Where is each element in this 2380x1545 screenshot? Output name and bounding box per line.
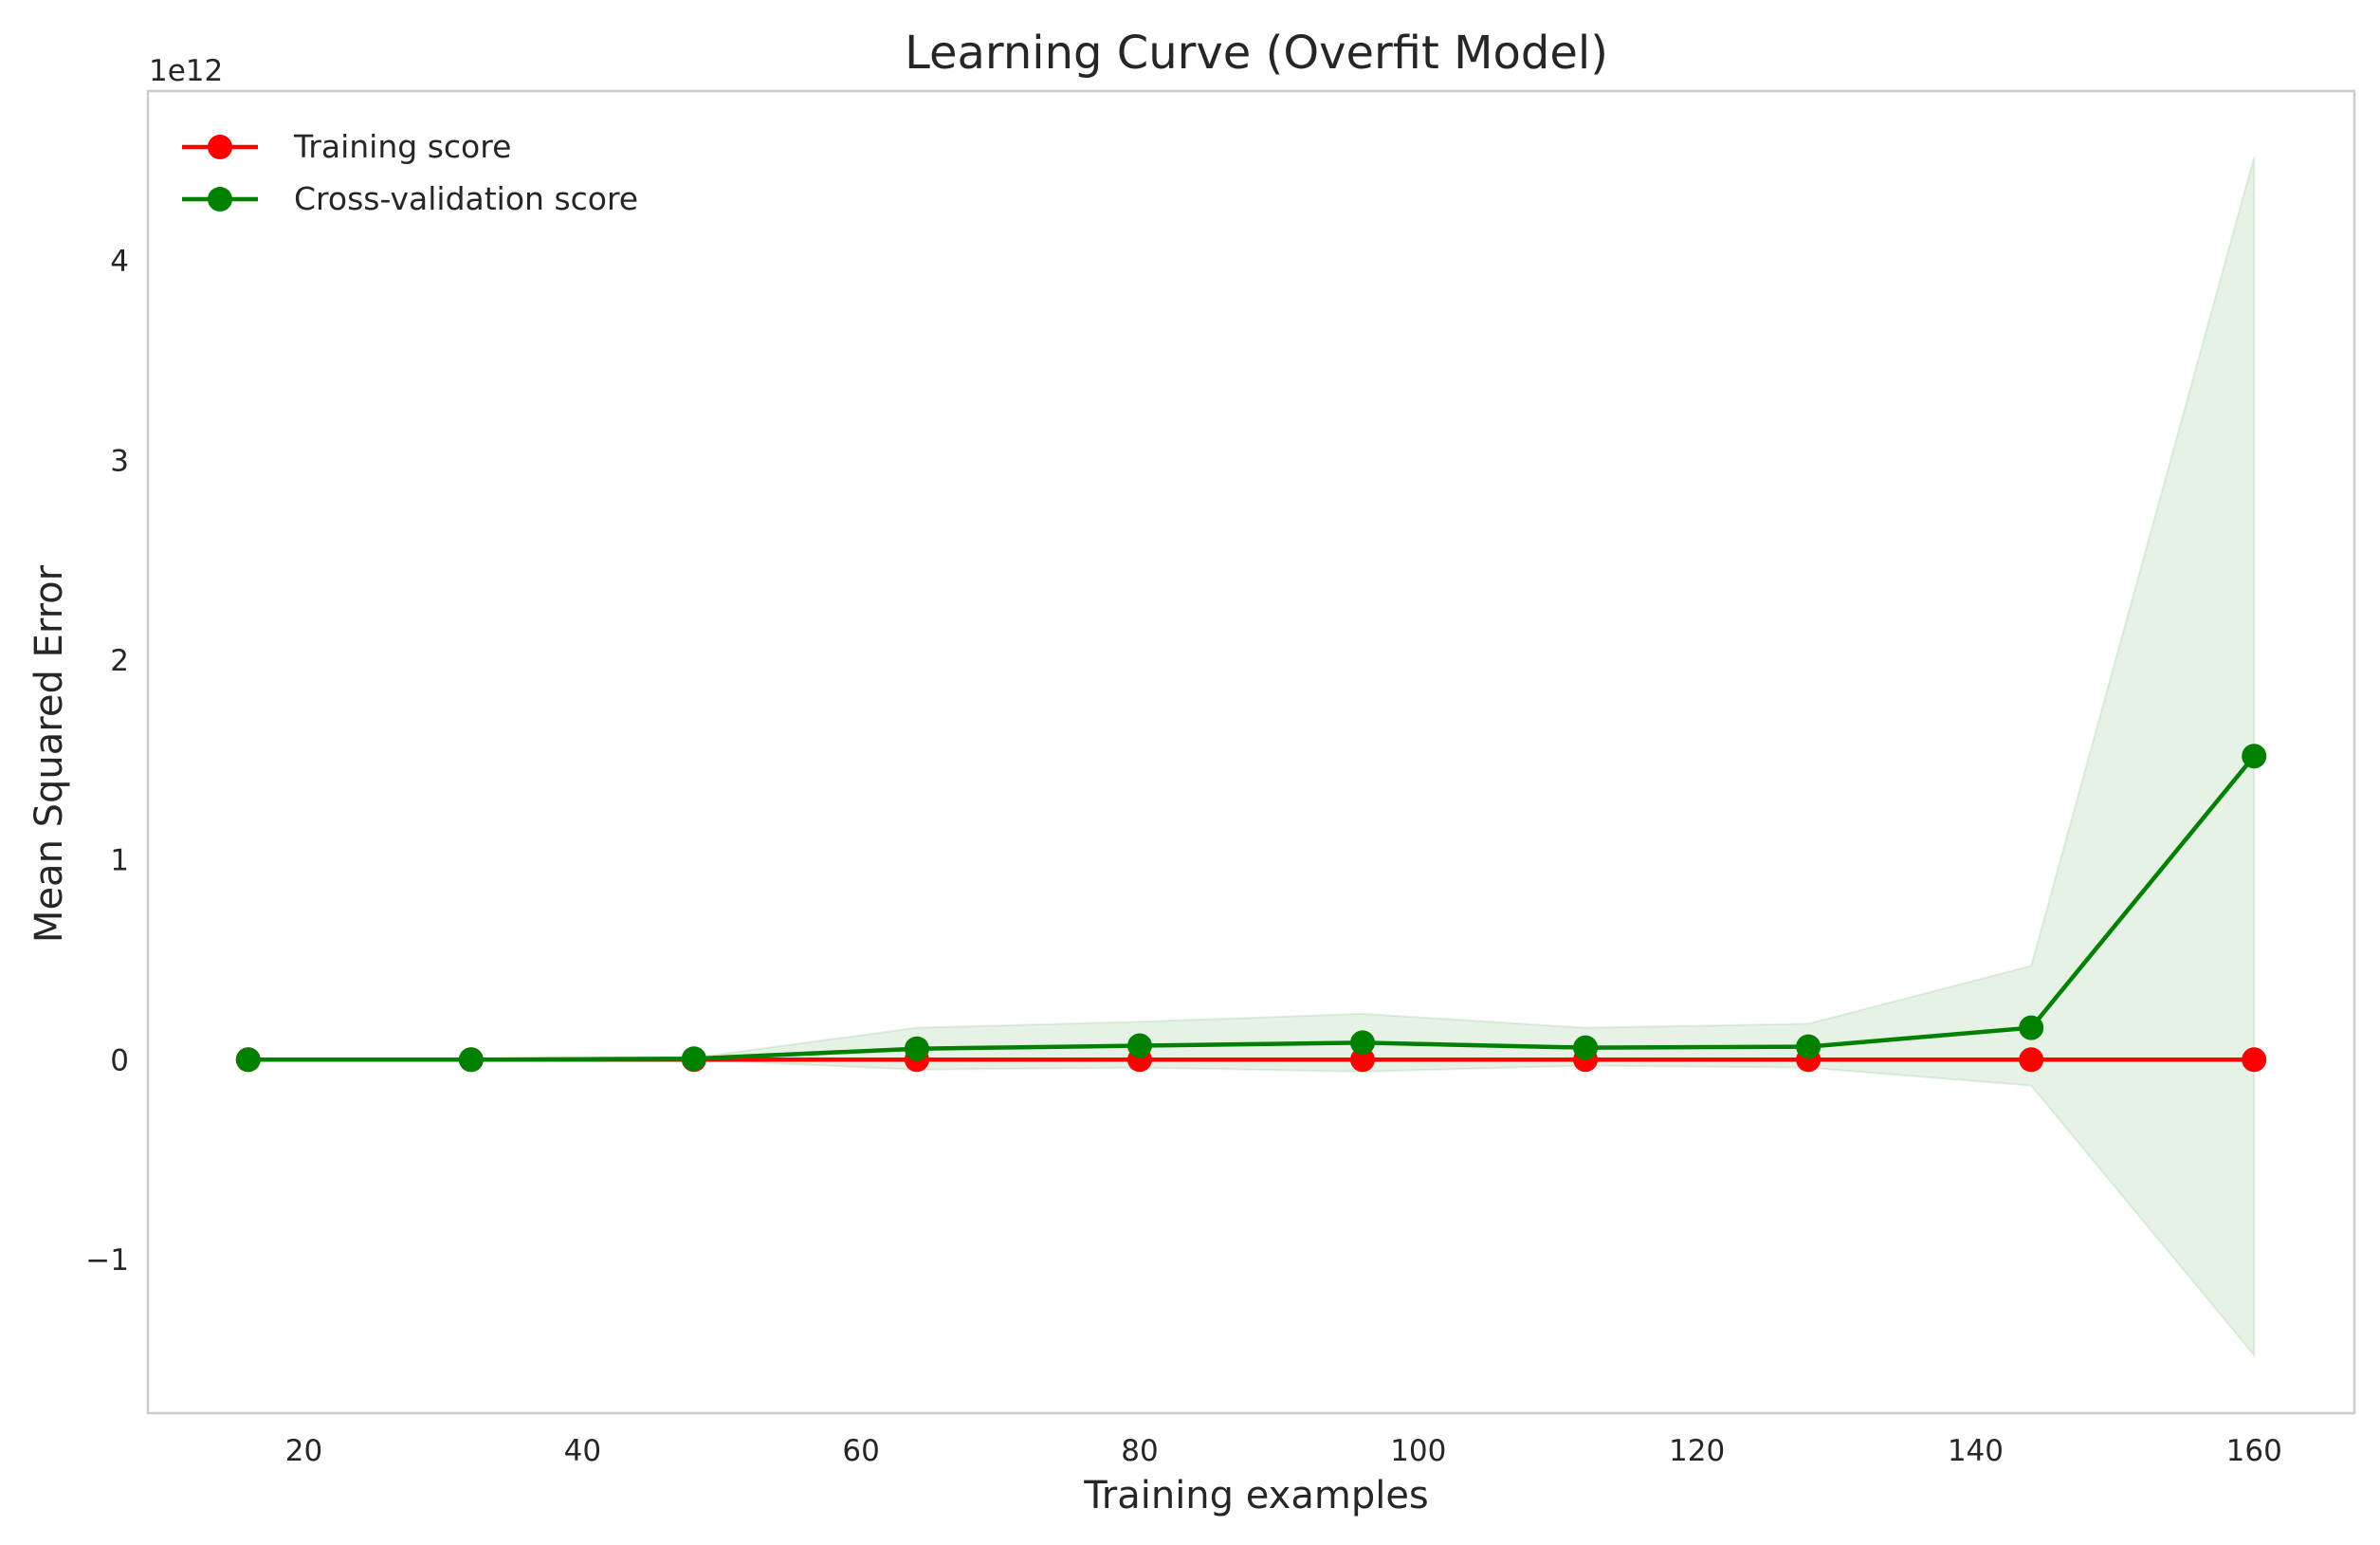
- legend: Training score Cross-validation score: [182, 128, 638, 217]
- x-tick-label: 60: [842, 1434, 879, 1468]
- data-point-series-1: [1350, 1030, 1376, 1056]
- data-point-series-0: [2019, 1047, 2044, 1073]
- legend-marker-0: [208, 135, 232, 159]
- legend-label-1: Cross-validation score: [294, 180, 638, 217]
- series-line-1: [247, 754, 2256, 1062]
- x-tick-label: 140: [1948, 1434, 2004, 1468]
- legend-label-0: Training score: [293, 128, 511, 165]
- legend-marker-1: [208, 187, 232, 212]
- x-axis-label: Training examples: [1083, 1474, 1429, 1517]
- data-point-series-1: [2019, 1015, 2044, 1040]
- confidence-band-series-1: [247, 156, 2256, 1358]
- x-tick-label: 120: [1669, 1434, 1725, 1468]
- x-tick-label: 80: [1121, 1434, 1158, 1468]
- x-tick-label: 100: [1390, 1434, 1446, 1468]
- x-tick-label: 40: [564, 1434, 601, 1468]
- y-tick-label: −1: [85, 1243, 129, 1278]
- y-tick-label: 1: [110, 844, 129, 878]
- y-tick-label: 2: [110, 644, 129, 678]
- data-point-series-1: [2242, 744, 2267, 769]
- data-point-series-1: [1796, 1034, 1822, 1059]
- y-tick-label: 4: [110, 245, 129, 279]
- y-axis-offset-label: 1e12: [149, 54, 223, 88]
- y-axis-label: Mean Squared Error: [27, 564, 71, 943]
- chart-title: Learning Curve (Overfit Model): [905, 27, 1608, 80]
- y-tick-label: 0: [110, 1043, 129, 1077]
- x-tick-label: 160: [2226, 1434, 2282, 1468]
- plot-area: 20 40 60 80 100 120 140 160 −1 0 1 2 3 4: [85, 89, 2356, 1468]
- data-point-series-1: [904, 1036, 929, 1061]
- data-point-series-1: [458, 1047, 484, 1073]
- data-point-series-1: [1573, 1035, 1599, 1060]
- x-tick-label: 20: [285, 1434, 322, 1468]
- data-point-series-0: [2242, 1047, 2267, 1073]
- data-point-series-1: [235, 1047, 261, 1073]
- data-point-series-1: [681, 1046, 706, 1072]
- y-tick-label: 3: [110, 445, 129, 479]
- axes-frame: [146, 89, 2356, 1415]
- data-point-series-1: [1126, 1033, 1152, 1058]
- data-point-series-0: [1350, 1047, 1376, 1073]
